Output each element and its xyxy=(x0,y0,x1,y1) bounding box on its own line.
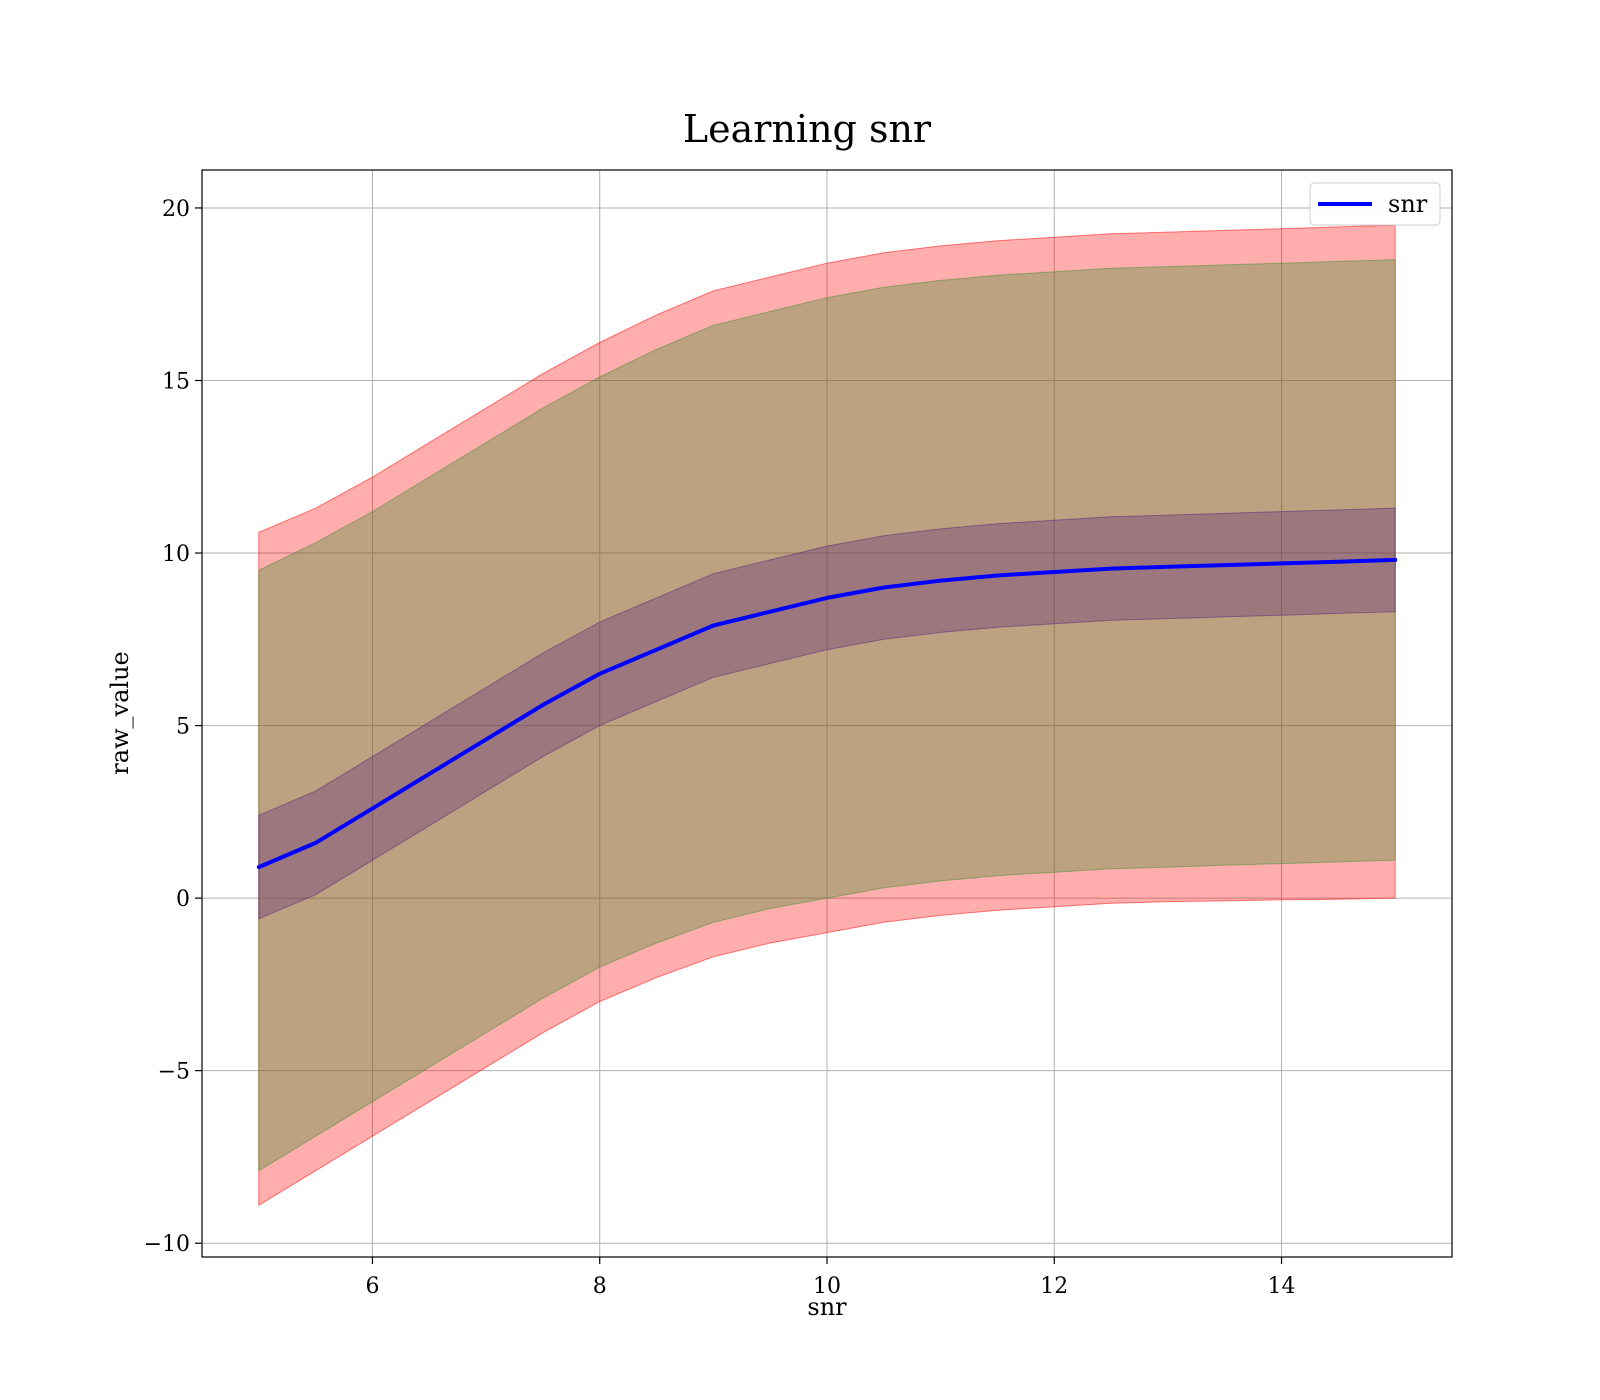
x-tick-label: 12 xyxy=(1040,1274,1068,1299)
x-tick-label: 8 xyxy=(593,1274,607,1299)
legend-frame xyxy=(1309,182,1441,226)
y-tick-label: 10 xyxy=(162,542,190,567)
y-axis-label: raw_value xyxy=(106,651,134,775)
series-line-snr xyxy=(256,557,1398,870)
grid xyxy=(202,170,1452,1257)
y-tick-label: 0 xyxy=(176,887,190,912)
y-tick-label: −10 xyxy=(144,1232,190,1257)
bands xyxy=(258,224,1396,1207)
y-tick-label: 5 xyxy=(176,715,190,740)
confidence-band-3 xyxy=(258,507,1396,920)
legend: snr xyxy=(1309,182,1441,226)
chart-title: Learning snr xyxy=(683,107,932,151)
series-lines xyxy=(256,557,1398,870)
legend-label-snr: snr xyxy=(1388,190,1428,218)
x-tick-label: 14 xyxy=(1268,1274,1296,1299)
y-tick-label: 15 xyxy=(162,369,190,394)
confidence-band-2 xyxy=(258,259,1396,1172)
x-tick-label: 6 xyxy=(365,1274,379,1299)
y-tick-label: −5 xyxy=(158,1060,190,1085)
x-axis-label: snr xyxy=(807,1293,847,1321)
confidence-band-1 xyxy=(258,224,1396,1207)
y-tick-label: 20 xyxy=(162,197,190,222)
x-tick-label: 10 xyxy=(813,1274,841,1299)
ticks: 6 8 10 12 14 −10 −5 0 5 10 15 20 xyxy=(144,197,1296,1299)
